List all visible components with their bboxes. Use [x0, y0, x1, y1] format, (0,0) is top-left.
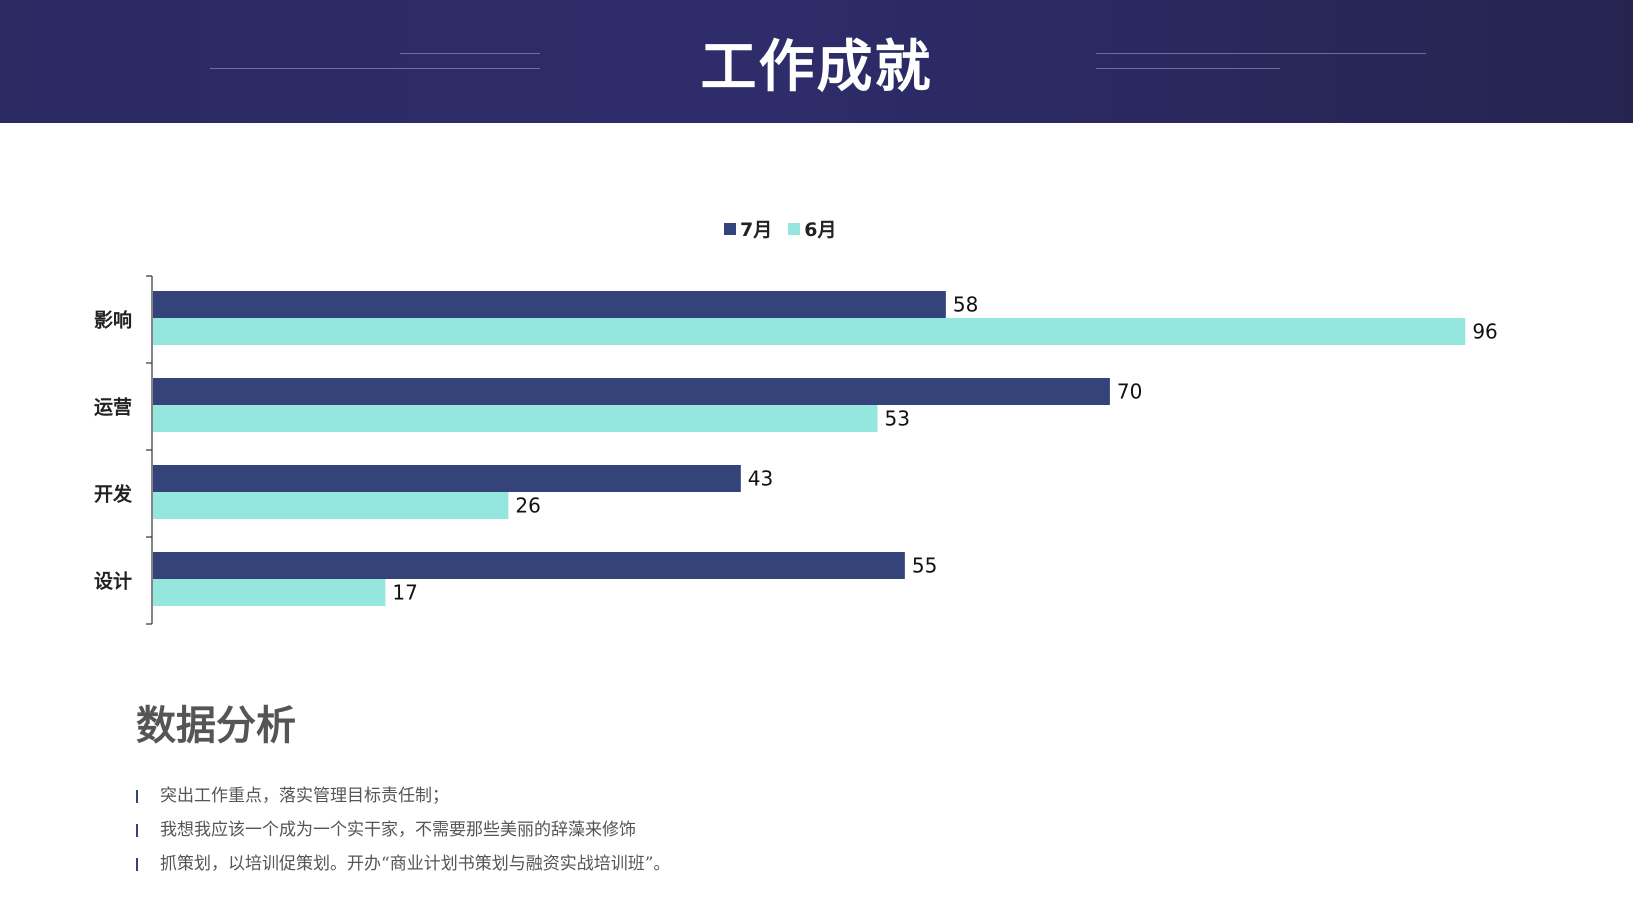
bar-july	[153, 378, 1110, 405]
bullet-item: 抓策划，以培训促策划。开办“商业计划书策划与融资实战培训班”。	[136, 847, 670, 881]
bullet-marker	[136, 858, 138, 871]
bar-june	[153, 405, 878, 432]
data-label: 53	[885, 407, 910, 431]
bar-july	[153, 552, 905, 579]
bar-chart: 影响 58 96 运营 70 53 开发 43 26 设计 55 17	[94, 275, 1498, 625]
data-label: 58	[953, 293, 978, 317]
bullet-item: 我想我应该一个成为一个实干家，不需要那些美丽的辞藻来修饰	[136, 813, 670, 847]
chart-legend: 7月 6月	[724, 215, 852, 242]
category-label: 影响	[94, 309, 132, 332]
legend-label-june: 6月	[804, 219, 837, 241]
legend-item-june: 6月	[788, 215, 836, 242]
bar-june	[153, 318, 1466, 345]
data-label: 43	[748, 467, 773, 491]
bullet-text: 抓策划，以培训促策划。开办“商业计划书策划与融资实战培训班”。	[160, 854, 671, 874]
bar-june	[153, 579, 386, 606]
decor-line	[1096, 53, 1426, 54]
decor-line	[1096, 68, 1280, 69]
bar-june	[153, 492, 509, 519]
data-label: 17	[392, 581, 417, 605]
category-label: 运营	[94, 396, 132, 419]
category-label: 开发	[94, 483, 133, 506]
decor-line	[400, 53, 540, 54]
bullet-marker	[136, 790, 138, 803]
category-label: 设计	[94, 571, 132, 593]
data-label: 70	[1117, 380, 1142, 404]
legend-label-july: 7月	[740, 219, 773, 241]
bullet-text: 我想我应该一个成为一个实干家，不需要那些美丽的辞藻来修饰	[160, 820, 636, 840]
decor-line	[210, 68, 540, 69]
data-label: 26	[515, 494, 540, 518]
legend-swatch-june	[788, 222, 801, 235]
legend-item-july: 7月	[724, 215, 772, 242]
data-label: 55	[912, 554, 937, 578]
legend-swatch-july	[724, 222, 736, 235]
bullet-marker	[136, 824, 138, 837]
data-label: 96	[1472, 320, 1497, 344]
bar-july	[153, 465, 741, 492]
section-title: 数据分析	[136, 703, 296, 749]
page-title: 工作成就	[700, 35, 933, 100]
bullet-item: 突出工作重点，落实管理目标责任制；	[136, 779, 670, 813]
bar-july	[153, 291, 946, 318]
bullet-list: 突出工作重点，落实管理目标责任制； 我想我应该一个成为一个实干家，不需要那些美丽…	[136, 779, 670, 881]
bullet-text: 突出工作重点，落实管理目标责任制；	[160, 786, 449, 806]
header-banner: 工作成就	[0, 0, 1633, 123]
